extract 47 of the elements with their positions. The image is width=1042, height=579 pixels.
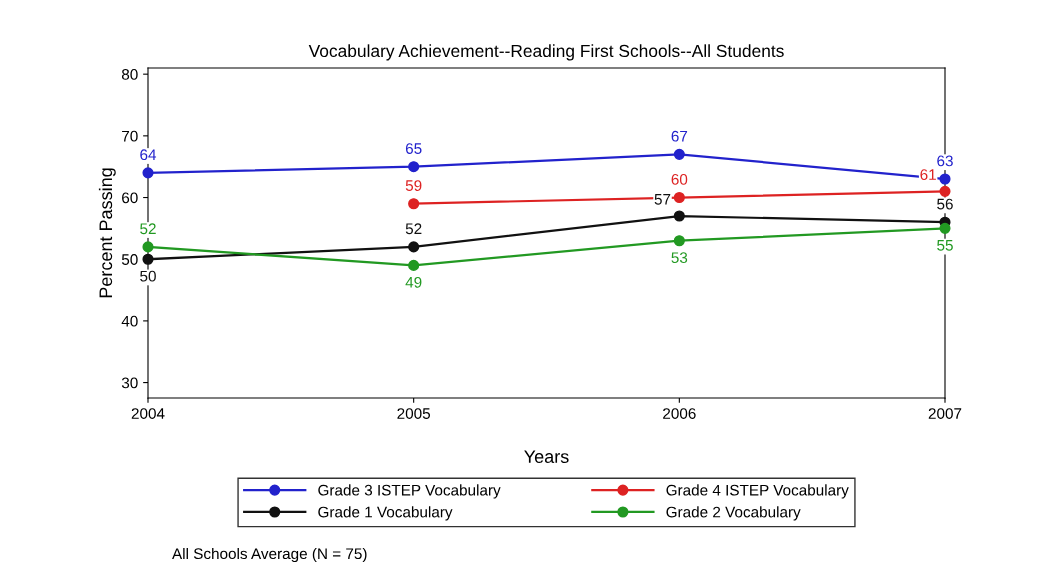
point bbox=[673, 148, 685, 160]
point bbox=[673, 210, 685, 222]
data-label: 52 bbox=[140, 223, 156, 235]
point bbox=[142, 253, 154, 265]
point bbox=[408, 161, 420, 173]
data-label: 59 bbox=[405, 180, 422, 191]
y-tick-label: 60 bbox=[122, 192, 138, 204]
legend-label: Grade 3 ISTEP Vocabulary bbox=[318, 484, 501, 499]
data-label: 53 bbox=[671, 252, 688, 264]
data-label: 55 bbox=[937, 240, 953, 251]
data-label: 61 bbox=[920, 169, 936, 181]
x-axis-title: Years bbox=[524, 450, 569, 463]
legend-label: Grade 2 Vocabulary bbox=[666, 506, 801, 521]
text: All Schools Average (N = 75) bbox=[172, 547, 367, 563]
y-tick-label: 30 bbox=[121, 377, 138, 389]
point bbox=[673, 235, 685, 247]
data-label: 67 bbox=[671, 130, 688, 142]
x-tick-label: 2007 bbox=[928, 408, 962, 419]
point bbox=[142, 167, 154, 179]
x-tick-label: 2006 bbox=[663, 408, 696, 419]
point bbox=[939, 173, 951, 185]
data-label: 65 bbox=[405, 143, 422, 154]
point bbox=[939, 185, 951, 197]
point bbox=[142, 241, 154, 253]
point bbox=[408, 198, 420, 210]
data-label: 60 bbox=[671, 173, 688, 185]
y-tick-label: 70 bbox=[122, 130, 138, 142]
y-tick-label: 80 bbox=[121, 69, 138, 80]
data-label: 64 bbox=[140, 149, 157, 161]
data-label: 49 bbox=[405, 276, 422, 288]
x-tick-label: 2004 bbox=[131, 408, 165, 419]
point bbox=[939, 222, 951, 234]
y-tick-label: 50 bbox=[121, 254, 138, 265]
x-tick-label: 2005 bbox=[397, 408, 431, 419]
data-label: 57 bbox=[654, 194, 671, 205]
point bbox=[408, 241, 420, 253]
y-axis-title: Percent Passing bbox=[98, 168, 116, 298]
point bbox=[673, 191, 685, 204]
data-label: 52 bbox=[405, 223, 422, 235]
y-tick-label: 40 bbox=[121, 315, 138, 327]
chart-title: Vocabulary Achievement--Reading First Schools--All Students bbox=[308, 44, 784, 61]
point bbox=[408, 259, 420, 271]
legend-label: Grade 4 ISTEP Vocabulary bbox=[666, 484, 849, 499]
legend-label: Grade 1 Vocabulary bbox=[318, 506, 453, 521]
data-label: 63 bbox=[937, 155, 953, 167]
data-label: 50 bbox=[140, 270, 156, 282]
data-label: 56 bbox=[937, 198, 953, 210]
